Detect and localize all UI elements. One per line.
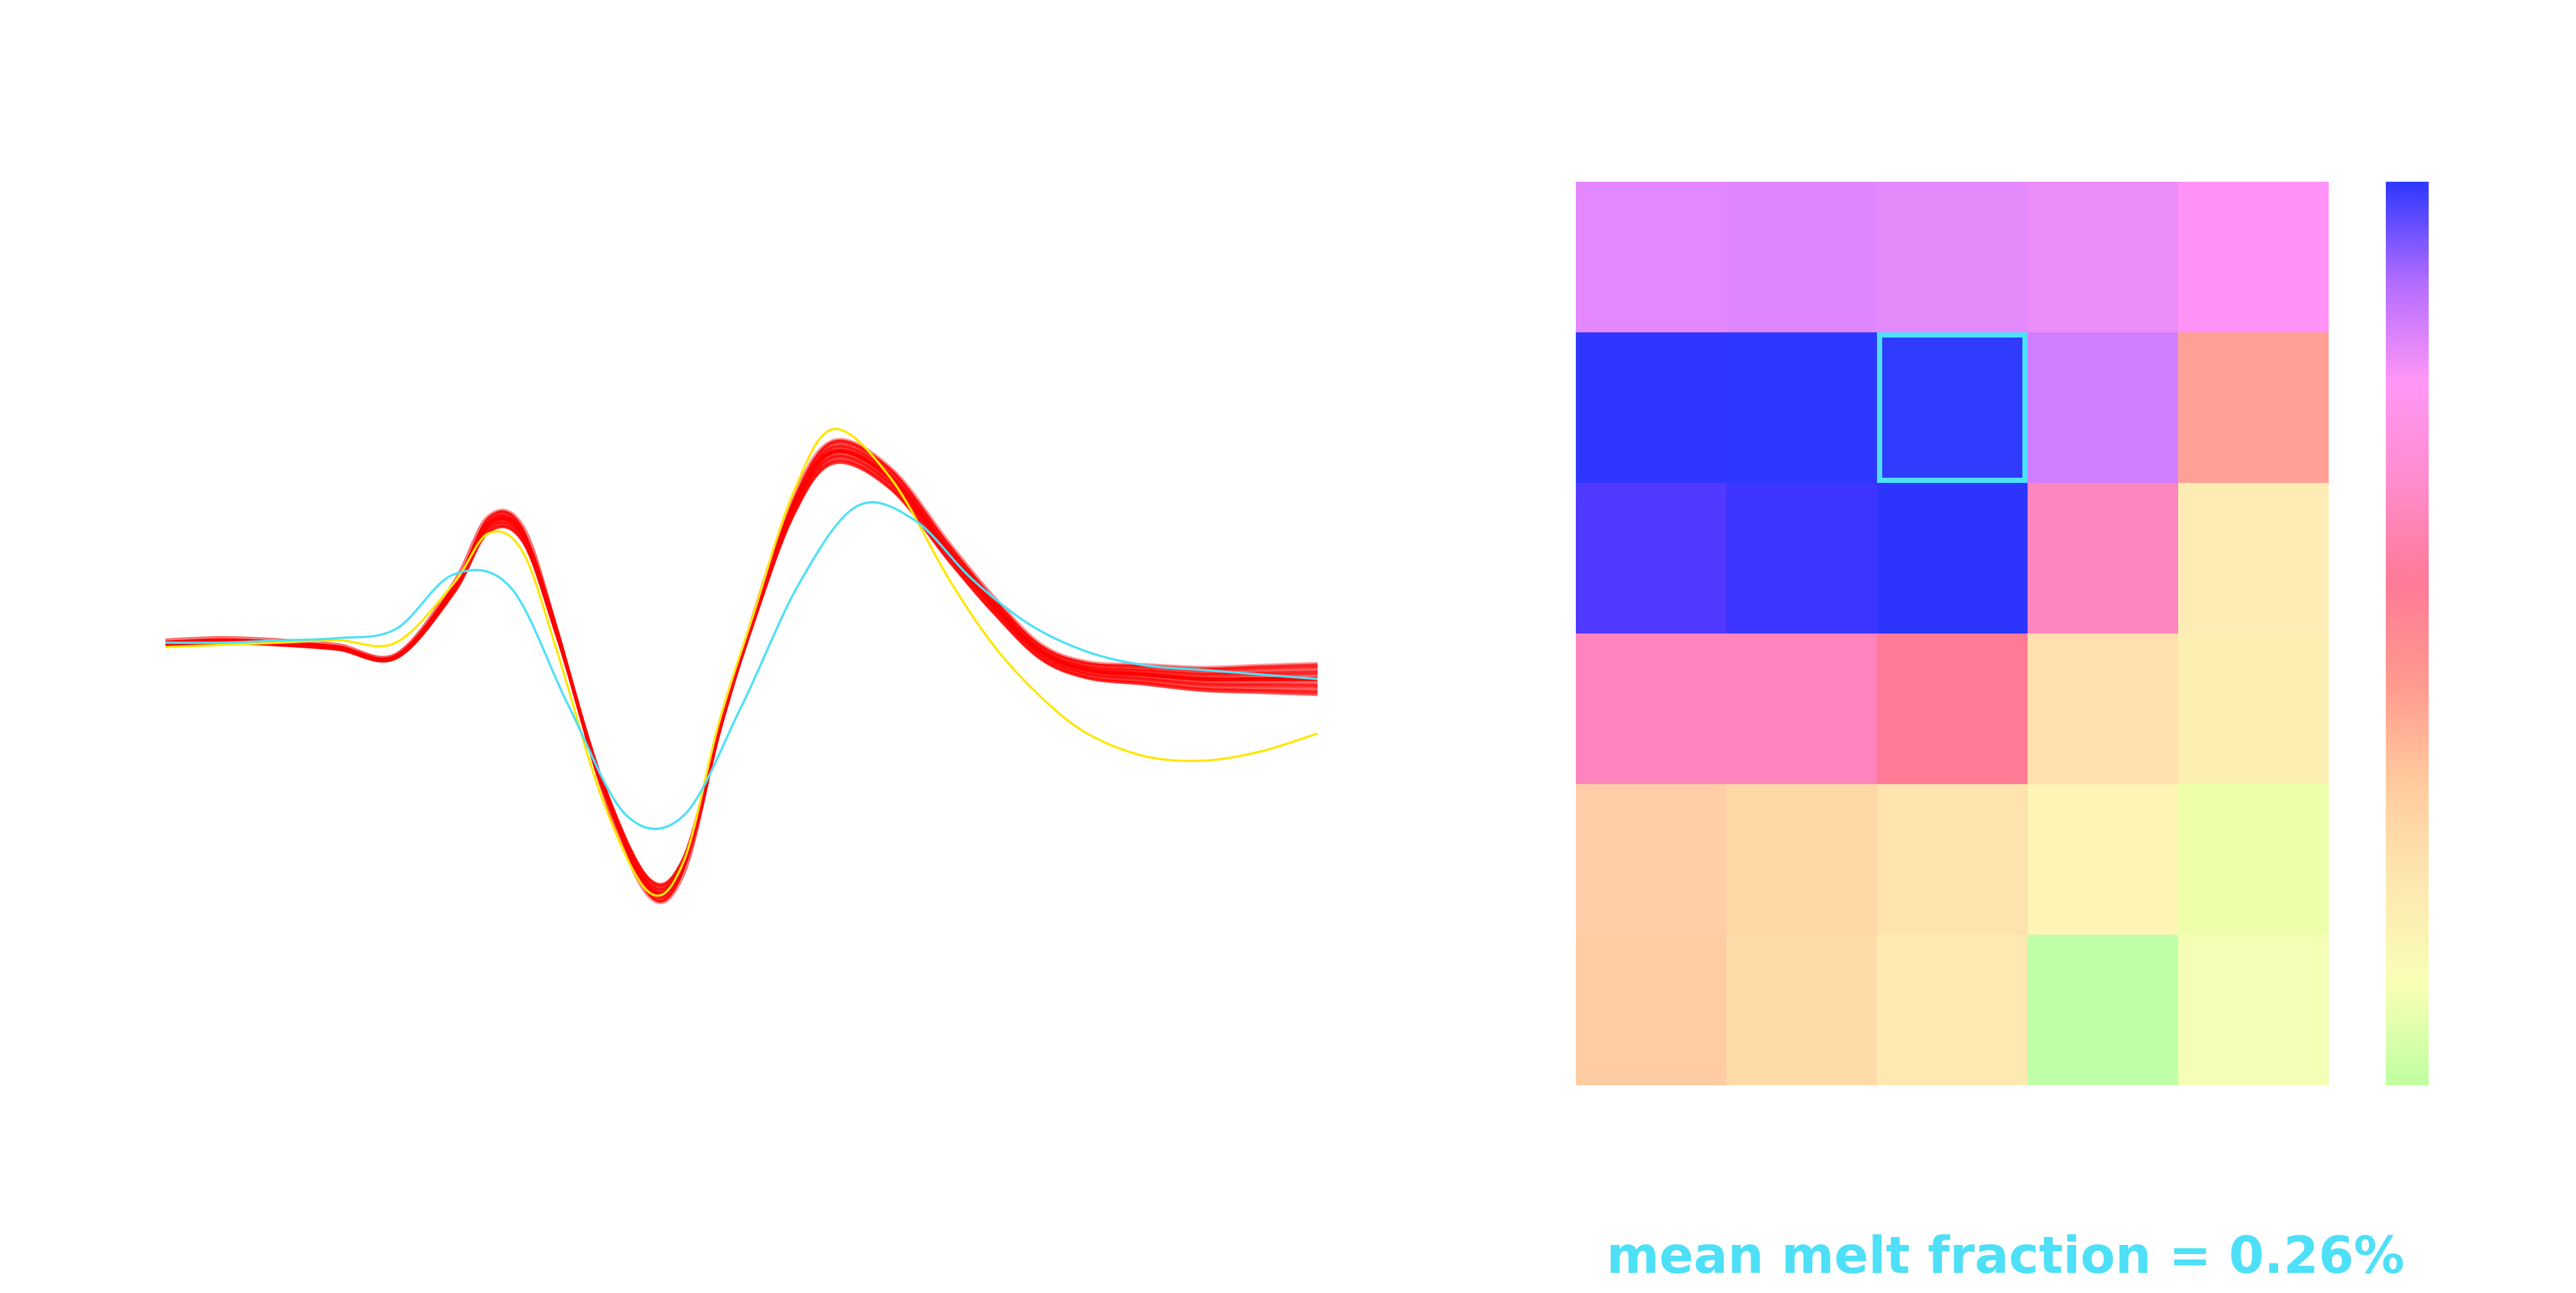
heatmap-cell [2028, 634, 2178, 784]
heatmap-cell [1726, 784, 1877, 935]
heatmap-cell [1576, 784, 1726, 935]
heatmap-cell [1877, 332, 2028, 483]
heatmap-cell [2028, 483, 2178, 634]
highlighted-cell [1877, 332, 2028, 483]
heatmap-cell [1576, 634, 1726, 784]
heatmap-cell [2028, 935, 2178, 1085]
heatmap-cell [1877, 483, 2028, 634]
heatmap-cell [2028, 182, 2178, 332]
heatmap-cell [1726, 634, 1877, 784]
colorbar [2386, 182, 2429, 1085]
heatmap-cell [1726, 935, 1877, 1085]
heatmap-cell [2178, 784, 2329, 935]
heatmap-cell [2028, 332, 2178, 483]
colorbar-bar [2386, 182, 2429, 1085]
heatmap-cell [2178, 634, 2329, 784]
heatmap-cell [1576, 182, 1726, 332]
heatmap-cell [1576, 483, 1726, 634]
heatmap-cell [1877, 935, 2028, 1085]
waveform-series-2 [165, 501, 1318, 830]
heatmap-cell [2178, 332, 2329, 483]
heatmap-cell [1877, 784, 2028, 935]
heatmap-cell [2028, 784, 2178, 935]
waveform-series-0 [165, 449, 1318, 896]
heatmap-cell [1877, 634, 2028, 784]
heatmap-cell [2178, 182, 2329, 332]
waveform-series-1 [165, 428, 1318, 897]
heatmap-cell [1576, 935, 1726, 1085]
heatmap-cell [1726, 332, 1877, 483]
ensemble-waveform [165, 445, 1318, 899]
heatmap-cell [1726, 483, 1877, 634]
heatmap-cell [1576, 332, 1726, 483]
heatmap-plot [1576, 182, 2329, 1085]
waveform-plot [165, 428, 1318, 905]
heatmap-cell [2178, 483, 2329, 634]
heatmap-cell [1726, 182, 1877, 332]
heatmap-cell [2178, 935, 2329, 1085]
melt-fraction-caption: mean melt fraction = 0.26% [1606, 1227, 2405, 1285]
heatmap-cell [1877, 182, 2028, 332]
